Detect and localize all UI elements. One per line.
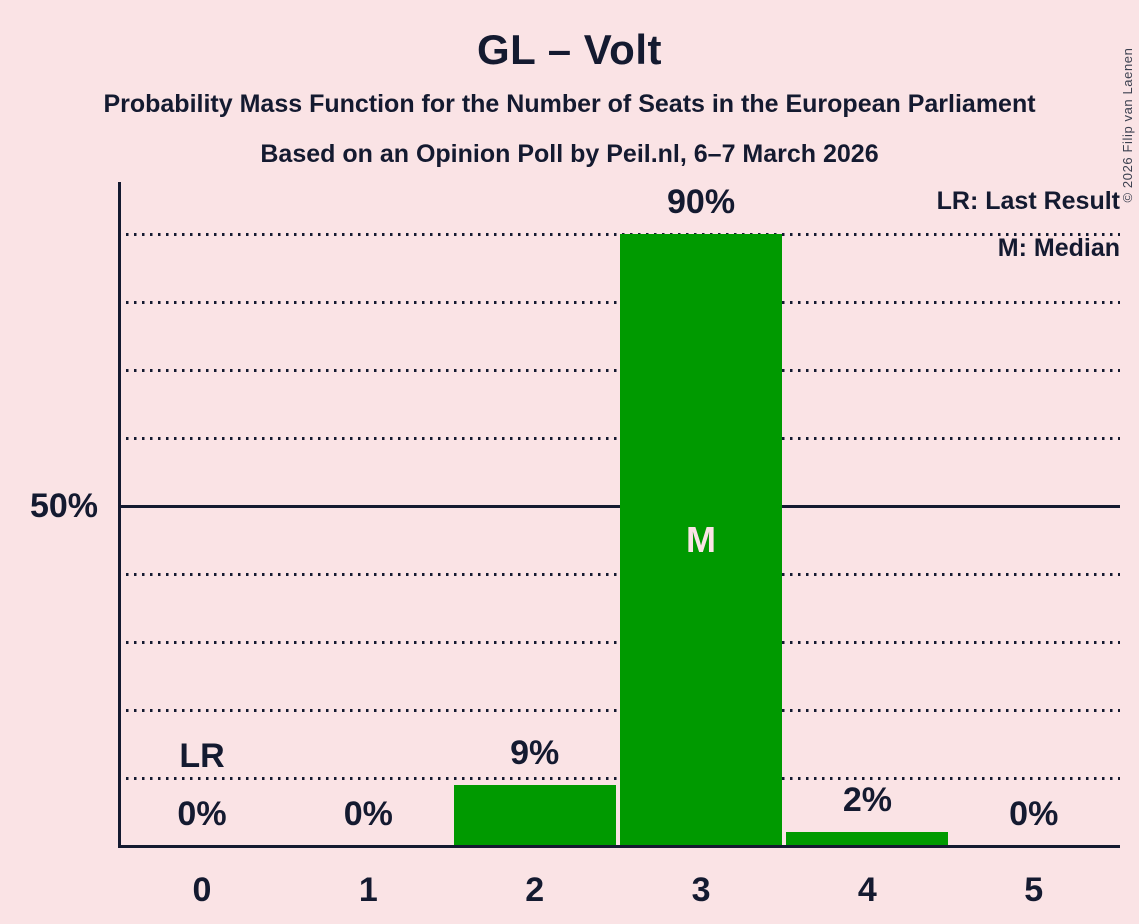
bar-seat-4 — [786, 832, 949, 846]
x-tick-0: 0 — [192, 871, 212, 909]
x-axis-line — [117, 845, 1120, 848]
chart-title: GL – Volt — [477, 26, 662, 73]
dotted-gridline-60 — [117, 436, 1120, 440]
x-tick-4: 4 — [857, 871, 877, 909]
bar-seat-2 — [453, 784, 616, 846]
legend-last-result: LR: Last Result — [936, 187, 1120, 215]
x-tick-1: 1 — [358, 871, 378, 909]
dotted-gridline-30 — [117, 640, 1120, 644]
dotted-gridline-40 — [117, 572, 1120, 576]
dotted-gridline-20 — [117, 708, 1120, 712]
chart-source-line: Based on an Opinion Poll by Peil.nl, 6–7… — [260, 140, 879, 168]
value-label-seat-5: 0% — [1009, 795, 1059, 833]
dotted-gridline-10 — [117, 776, 1120, 780]
bar-seat-3 — [620, 234, 783, 846]
value-label-seat-3: 90% — [667, 183, 736, 221]
chart-subtitle: Probability Mass Function for the Number… — [103, 90, 1036, 118]
x-tick-3: 3 — [691, 871, 711, 909]
dotted-gridline-90 — [117, 232, 1120, 236]
dotted-gridline-70 — [117, 368, 1120, 372]
x-tick-2: 2 — [525, 871, 545, 909]
value-label-seat-1: 0% — [343, 795, 393, 833]
median-marker: M — [686, 519, 717, 560]
value-label-seat-2: 9% — [510, 733, 560, 772]
legend-median: M: Median — [997, 234, 1120, 262]
x-tick-5: 5 — [1024, 871, 1044, 909]
y-axis-tick-50: 50% — [29, 487, 98, 525]
value-label-seat-0: 0% — [177, 795, 227, 833]
dotted-gridline-80 — [117, 300, 1120, 304]
copyright-credit: © 2026 Filip van Laenen — [1120, 47, 1135, 203]
solid-gridline-50 — [117, 504, 1120, 508]
y-axis-line — [117, 182, 121, 848]
value-label-seat-4: 2% — [842, 781, 892, 820]
last-result-marker: LR — [179, 737, 225, 775]
